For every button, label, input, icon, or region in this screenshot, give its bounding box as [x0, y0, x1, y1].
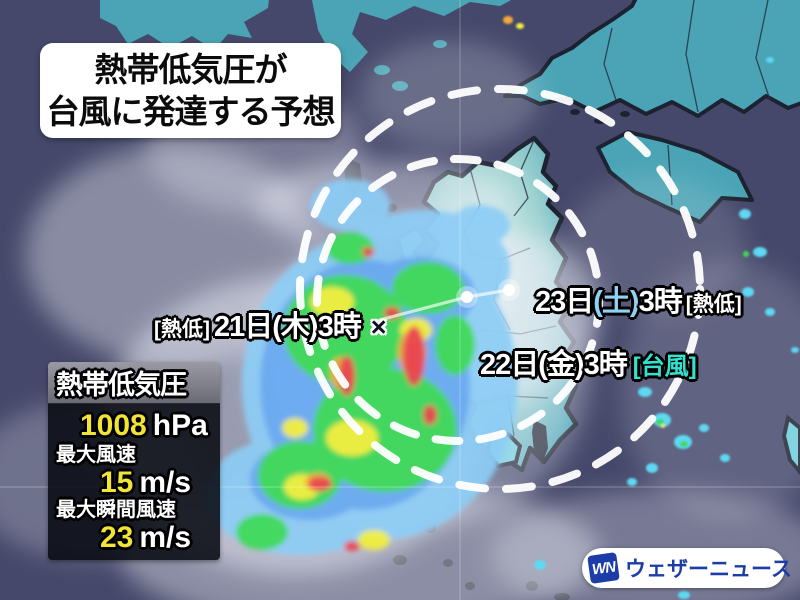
- pressure-value: 1008: [80, 409, 147, 442]
- friday-time: 3時: [583, 349, 628, 381]
- storm-info-header: 熱帯低気圧: [48, 362, 220, 404]
- weathernews-logo: WN ウェザーニュース: [582, 548, 792, 588]
- label-forecast-saturday: 23日 (土) 3時 [熱低]: [535, 278, 746, 320]
- friday-status-tag: [台風]: [632, 353, 697, 380]
- current-position-x-marker: ×: [370, 312, 387, 342]
- headline-line2: 台風に発達する予想: [46, 92, 336, 130]
- saturday-date: 23日: [535, 286, 594, 318]
- current-status-tag: [熱低]: [154, 318, 210, 341]
- saturday-dow: (土): [593, 286, 639, 318]
- wn-logo-icon: WN: [587, 552, 620, 584]
- max-gust-value: 23: [100, 521, 134, 554]
- wn-monogram: WN: [590, 557, 617, 579]
- friday-dow: (金): [538, 349, 584, 381]
- forecast-track: [371, 279, 520, 324]
- headline-box: 熱帯低気圧が 台風に発達する予想: [40, 43, 341, 138]
- pressure-row: 1008 hPa: [54, 409, 214, 443]
- current-date: 21日: [214, 311, 273, 343]
- current-time: 3時: [317, 311, 362, 343]
- label-forecast-friday: 22日 (金) 3時 [台風]: [480, 341, 697, 383]
- headline-line1: 熱帯低気圧が: [94, 50, 288, 88]
- forecast-position-dot-friday: [461, 291, 473, 303]
- weathernews-wordmark: ウェザーニュース: [625, 558, 792, 581]
- max-wind-unit: m/s: [139, 466, 192, 499]
- max-wind-row: 15 m/s: [54, 467, 214, 498]
- current-dow: (木): [272, 311, 318, 343]
- saturday-status-tag: [熱低]: [685, 293, 742, 316]
- storm-info-body: 1008 hPa 最大風速 15 m/s 最大瞬間風速 23 m/s: [48, 404, 220, 560]
- max-gust-unit: m/s: [139, 521, 192, 554]
- max-wind-label: 最大風速: [56, 444, 136, 466]
- forecast-circle-inner: [313, 155, 603, 445]
- pressure-unit: hPa: [152, 409, 208, 442]
- saturday-time: 3時: [638, 286, 683, 318]
- friday-date: 22日: [480, 349, 539, 381]
- label-current-position: [熱低] 21日 (木) 3時 ×: [150, 303, 387, 345]
- max-wind-value: 15: [100, 466, 134, 499]
- radar-precipitation: [205, 179, 518, 555]
- max-gust-row: 23 m/s: [54, 522, 214, 553]
- storm-info-panel: 熱帯低気圧 1008 hPa 最大風速 15 m/s 最大瞬間風速 23 m/s: [48, 362, 220, 560]
- max-gust-label: 最大瞬間風速: [56, 499, 176, 521]
- forecast-circle-outer: [296, 85, 704, 493]
- forecast-position-dot-saturday: [503, 284, 515, 296]
